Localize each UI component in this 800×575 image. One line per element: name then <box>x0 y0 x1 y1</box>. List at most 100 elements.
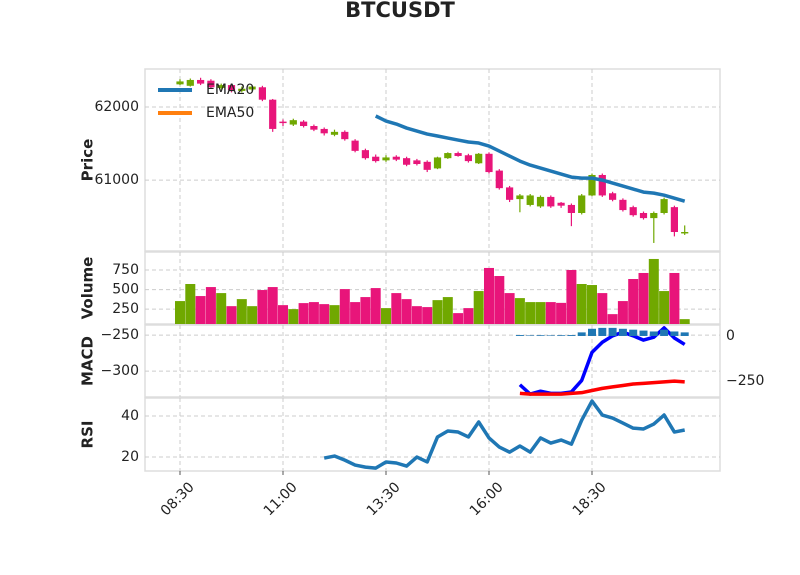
bar <box>216 293 227 324</box>
bar <box>308 302 319 324</box>
bar <box>288 309 299 324</box>
candle-body <box>176 81 184 85</box>
legend-label: EMA50 <box>206 105 254 121</box>
bar <box>319 304 330 324</box>
candle-body <box>485 153 493 173</box>
y-tick-label: 750 <box>112 262 139 278</box>
candle-body <box>547 196 555 207</box>
x-tick-label: 16:00 <box>467 479 507 519</box>
chart-title: BTCUSDT <box>345 0 455 22</box>
candle-body <box>310 126 318 130</box>
y-axis-label: Price <box>79 139 97 182</box>
bar <box>669 272 680 324</box>
bar <box>659 291 670 324</box>
y-tick-label: −300 <box>101 363 139 379</box>
x-tick-label: 13:30 <box>364 479 404 519</box>
candle-body <box>403 158 411 165</box>
bar <box>442 297 453 324</box>
histogram-bar <box>526 335 535 336</box>
bar <box>236 299 247 324</box>
plot-area <box>145 325 720 397</box>
bar <box>607 314 618 324</box>
bar <box>205 287 216 324</box>
bar <box>494 276 505 324</box>
bar <box>453 313 464 324</box>
histogram-bar <box>618 328 627 336</box>
bar <box>339 289 350 324</box>
histogram-bar <box>515 335 524 336</box>
histogram-bar <box>577 332 586 336</box>
bar <box>226 306 237 324</box>
bar <box>484 267 494 324</box>
x-tick-label: 18:30 <box>570 479 610 519</box>
histogram-bar <box>567 335 576 336</box>
y-tick-label: −250 <box>101 327 139 343</box>
candle-body <box>526 195 534 205</box>
bar <box>597 293 608 324</box>
bar <box>473 291 484 324</box>
legend-label: EMA20 <box>206 82 254 98</box>
bar <box>628 279 639 324</box>
bar <box>648 258 659 324</box>
x-tick-label: 11:00 <box>261 479 301 519</box>
histogram-bar <box>670 331 679 336</box>
candle-body <box>361 150 369 159</box>
candle-body <box>217 85 225 89</box>
candle-body <box>330 131 339 135</box>
plot-area <box>145 398 720 471</box>
candle-body <box>413 160 421 165</box>
candle-body <box>351 140 359 151</box>
plot-area <box>145 69 720 251</box>
candle-body <box>248 86 256 90</box>
bar <box>278 305 288 324</box>
bar <box>545 302 556 324</box>
bar <box>195 296 206 324</box>
bar <box>401 299 412 324</box>
candle-body <box>567 204 575 213</box>
histogram-bar <box>598 327 607 336</box>
candle-body <box>227 85 236 91</box>
candle-body <box>464 155 472 162</box>
bar <box>381 308 391 324</box>
bar <box>679 319 690 324</box>
candle-body <box>300 121 308 127</box>
candle-body <box>433 157 442 169</box>
y-tick-label: 500 <box>112 282 139 298</box>
histogram-bar <box>608 327 617 336</box>
candle-body <box>341 131 349 140</box>
candle-body <box>578 195 586 213</box>
y2-tick-label: 0 <box>726 328 735 344</box>
candle-body <box>516 195 524 200</box>
panel <box>144 68 721 252</box>
y-tick-label: 62000 <box>94 99 139 115</box>
candle-body <box>557 202 565 206</box>
histogram-bar <box>649 331 658 336</box>
histogram-bar <box>639 330 648 336</box>
bar <box>350 302 361 324</box>
bar <box>556 302 567 324</box>
bar <box>535 302 546 324</box>
bar <box>525 302 536 324</box>
candle-body <box>650 212 658 219</box>
x-tick-label: 08:30 <box>158 479 198 519</box>
y-tick-label: 20 <box>121 449 139 465</box>
bar <box>257 290 268 324</box>
candle-body <box>392 156 400 160</box>
bar <box>617 301 628 324</box>
bar <box>504 293 515 324</box>
bar <box>638 272 649 324</box>
candle-body <box>598 174 606 196</box>
panel <box>144 397 721 472</box>
bar <box>247 306 258 324</box>
bar <box>422 307 433 324</box>
candle-body <box>444 153 452 159</box>
bar <box>587 285 597 324</box>
histogram-bar <box>660 329 669 336</box>
y-tick-label: 40 <box>121 408 139 424</box>
bar <box>391 293 402 324</box>
histogram-bar <box>546 335 555 336</box>
candle-body <box>588 174 596 196</box>
candle-body <box>238 88 246 91</box>
y-axis-label: MACD <box>79 336 97 386</box>
candle-body <box>629 207 637 216</box>
